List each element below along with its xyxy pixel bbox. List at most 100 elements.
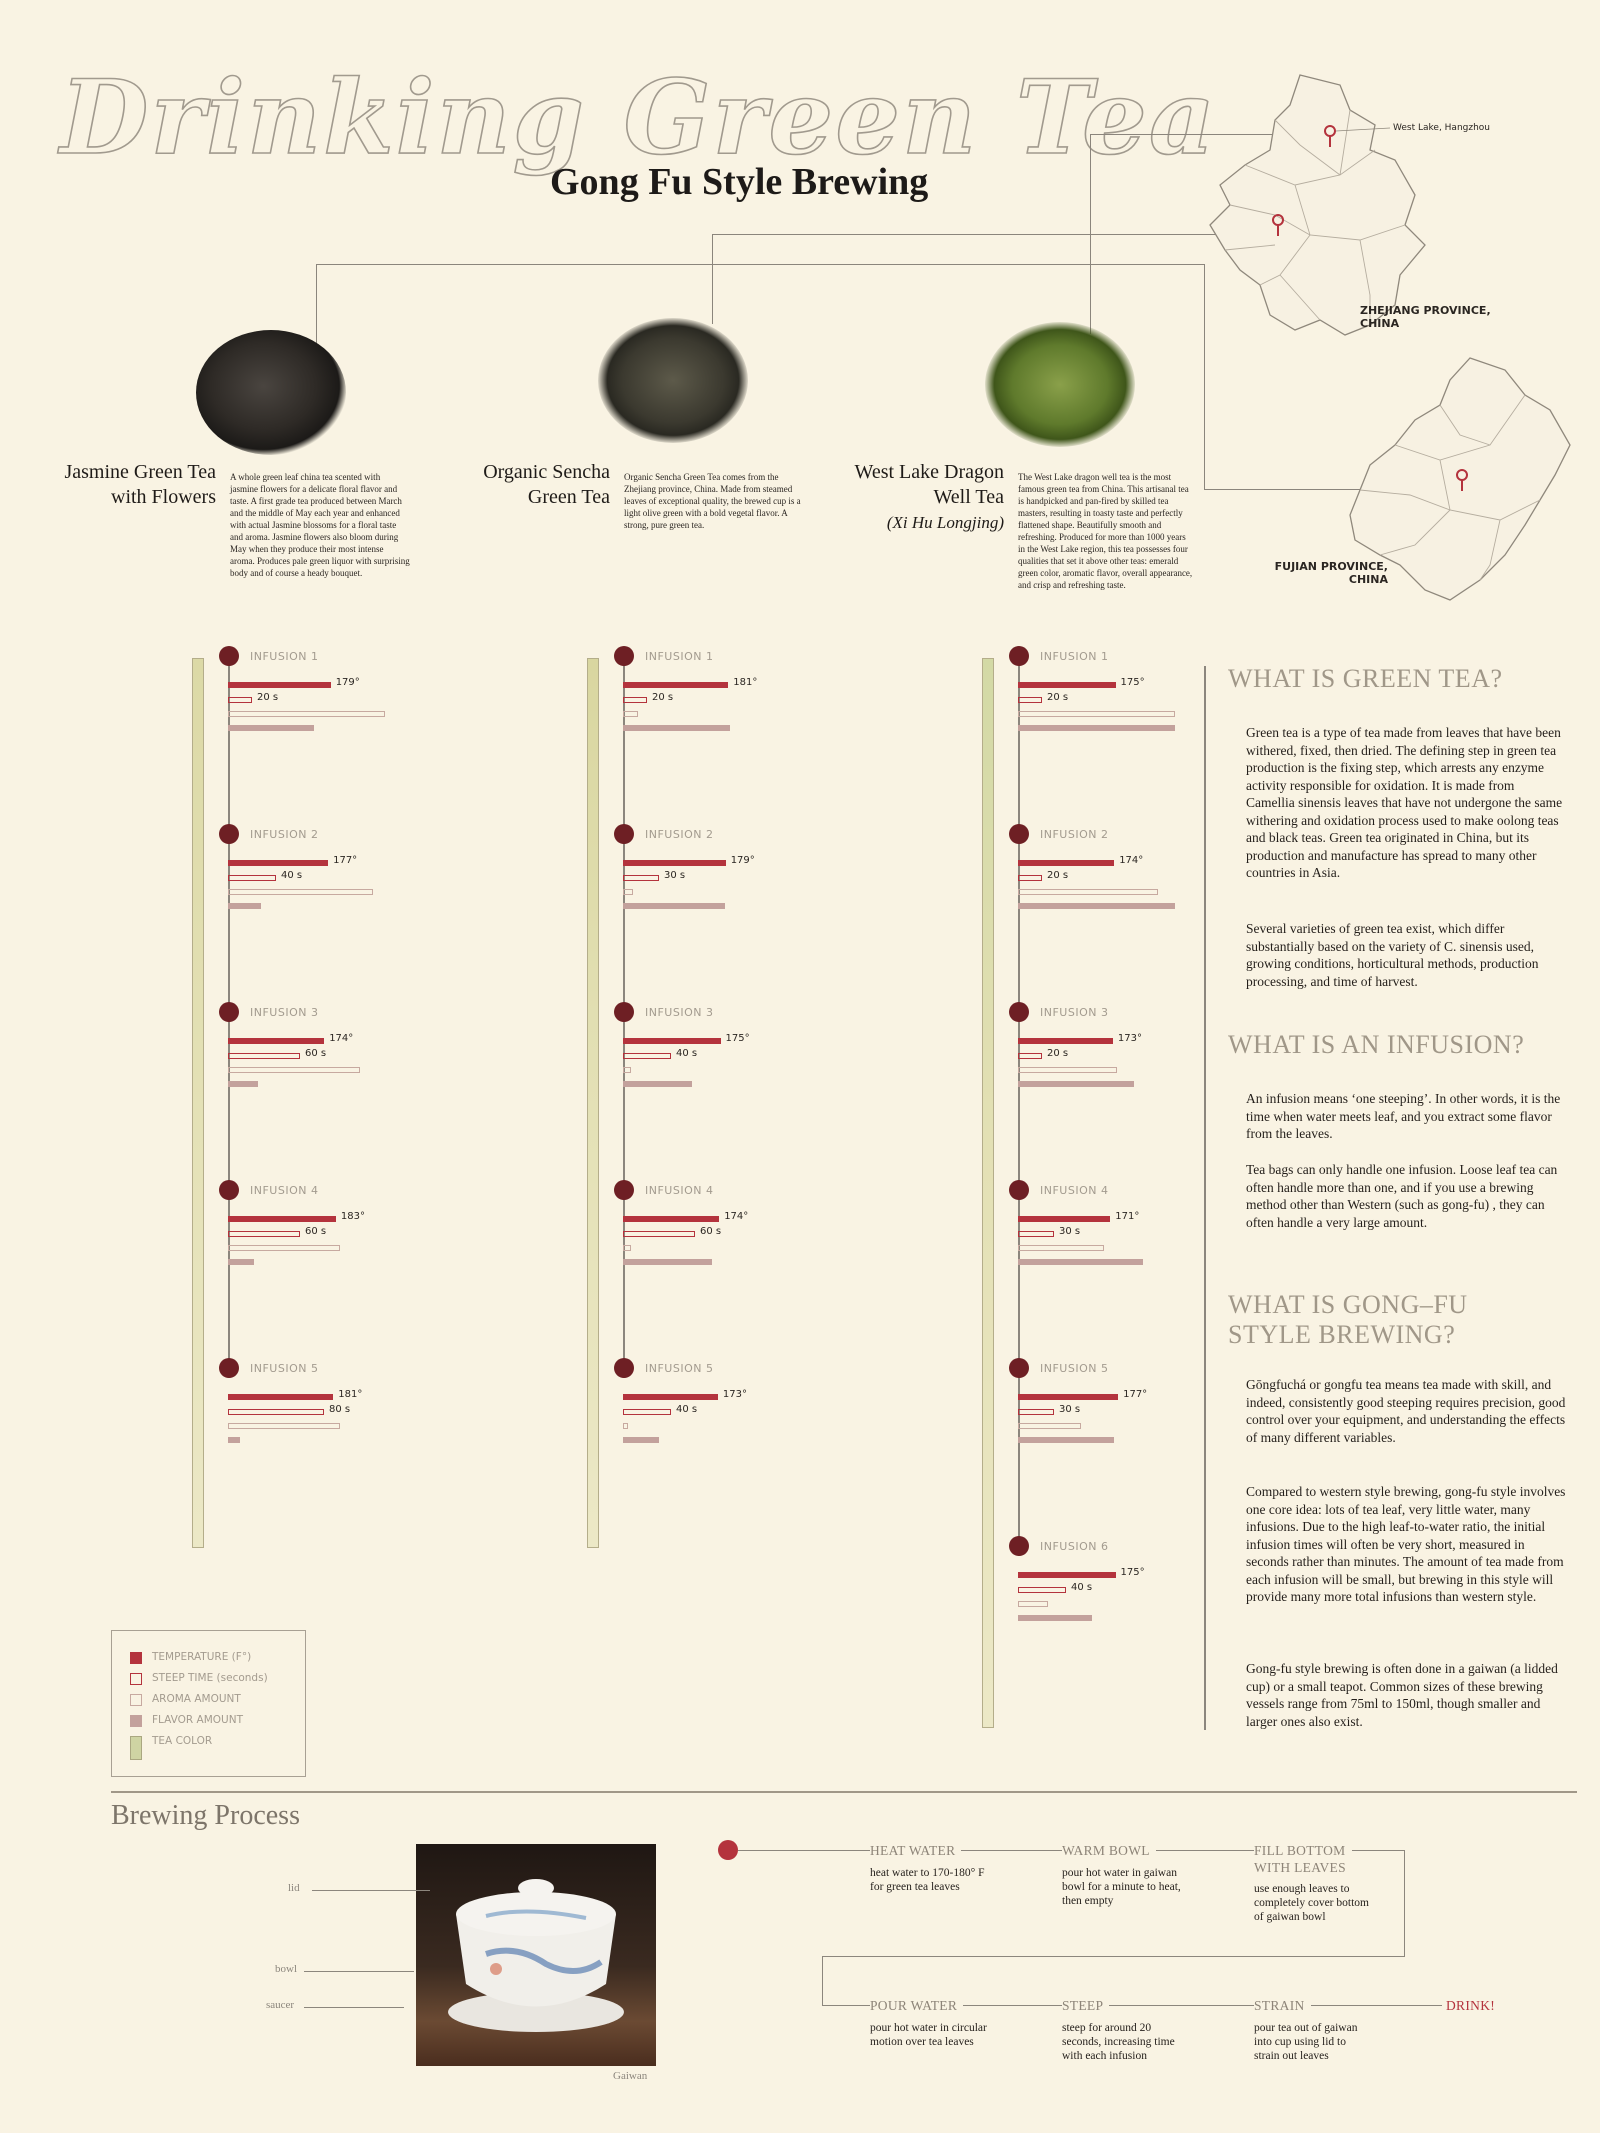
temperature-value: 174° [329,1033,354,1044]
infusion-dot [219,646,239,666]
aroma-bar [1018,1423,1081,1429]
tea-description-dragon-well: The West Lake dragon well tea is the mos… [1018,472,1193,590]
temperature-bar [1018,682,1116,688]
steep-time-value: 30 s [1059,1404,1081,1415]
step-title-strain: STRAIN [1254,1997,1311,2014]
flavor-bar [228,1081,258,1087]
flavor-bar [623,1081,693,1087]
tea-name-alt: (Xi Hu Longjing) [886,513,1004,532]
heading-line: STYLE BREWING? [1228,1320,1456,1349]
temperature-bar [1018,1216,1111,1222]
temperature-value: 177° [1123,1389,1148,1400]
gaiwan-label-saucer: saucer [266,1999,295,2011]
temperature-bar [228,860,329,866]
steep-time-value: 40 s [1071,1582,1093,1593]
paragraph: An infusion means ‘one steeping’. In oth… [1246,1091,1561,1141]
legend-swatch [130,1673,142,1685]
gaiwan-label-lid: lid [288,1882,300,1894]
connector-line [712,234,713,324]
infusion-label: INFUSION 2 [250,828,319,841]
step-title-heat-water: HEAT WATER [870,1842,962,1859]
aroma-bar [623,1067,632,1073]
temperature-value: 181° [733,677,758,688]
legend-swatch [130,1694,142,1706]
heading-line: WHAT IS GONG–FU [1228,1290,1468,1319]
steep-time-bar [1018,1053,1042,1059]
infusion-dot [1009,824,1029,844]
infusion-dot [1009,1180,1029,1200]
temperature-bar [623,1394,718,1400]
flavor-bar [623,1437,660,1443]
steep-time-bar [623,1053,671,1059]
steep-time-value: 40 s [281,870,303,881]
infusion-label: INFUSION 2 [645,828,714,841]
legend-label: STEEP TIME (seconds) [152,1672,268,1684]
zhejiang-map [1209,74,1426,336]
infusion-label: INFUSION 4 [645,1184,714,1197]
legend-swatch [130,1715,142,1727]
tea-color-bar [982,658,994,1728]
steep-time-value: 20 s [652,692,674,703]
steep-time-value: 20 s [1047,692,1069,703]
process-flow-line [822,2005,1442,2006]
steep-time-bar [1018,1231,1054,1237]
step-title-warm-bowl: WARM BOWL [1062,1842,1156,1859]
tea-name-line: Well Tea [933,486,1004,508]
paragraph: Compared to western style brewing, gong-… [1246,1484,1566,1604]
tea-name-line: Green Tea [527,486,610,508]
aroma-bar [228,1423,341,1429]
connector-line [712,234,1277,235]
sencha-tea-leaves-image [598,318,748,443]
temperature-value: 183° [340,1211,365,1222]
heading-what-is-gong-fu: WHAT IS GONG–FU STYLE BREWING? [1228,1290,1468,1350]
infusion-label: INFUSION 3 [645,1006,714,1019]
aroma-bar [1018,1245,1104,1251]
flavor-bar [1018,1259,1144,1265]
infusion-dot [614,1002,634,1022]
infusion-dot [219,1358,239,1378]
legend-label: TEA COLOR [152,1735,213,1747]
step-drink: DRINK! [1442,1997,1496,2014]
steep-time-value: 20 s [1047,1048,1069,1059]
tea-color-bar [587,658,599,1548]
gaiwan-label-bowl: bowl [275,1963,297,1975]
tea-name-dragon-well: West Lake Dragon Well Tea (Xi Hu Longjin… [800,460,1004,535]
paragraph: Gōngfuchá or gongfu tea means tea made w… [1246,1377,1566,1445]
temperature-value: 175° [1120,1567,1145,1578]
temperature-bar [623,1216,720,1222]
aroma-bar [1018,1067,1117,1073]
temperature-value: 177° [333,855,358,866]
infusion-label: INFUSION 1 [250,650,319,663]
infusion-label: INFUSION 3 [250,1006,319,1019]
temperature-value: 179° [730,855,755,866]
steep-time-bar [1018,1587,1066,1593]
temperature-bar [1018,1038,1113,1044]
steep-time-bar [1018,697,1042,703]
temperature-value: 175° [725,1033,750,1044]
paragraph: Green tea is a type of tea made from lea… [1246,725,1563,880]
step-title-fill-bottom: FILL BOTTOM WITH LEAVES [1254,1842,1352,1876]
infusion-label: INFUSION 2 [1040,828,1109,841]
tea-name-line: with Flowers [111,486,216,508]
temperature-value: 173° [722,1389,747,1400]
flavor-bar [623,725,731,731]
infusion-dot [614,1180,634,1200]
map-label-line: ZHEJIANG PROVINCE, [1360,304,1491,317]
aroma-bar [623,1245,632,1251]
steep-time-value: 40 s [676,1404,698,1415]
infusion-dot [219,1002,239,1022]
legend-label: FLAVOR AMOUNT [152,1714,243,1726]
tea-name-line: Organic Sencha [483,461,610,483]
steep-time-bar [228,1409,324,1415]
steep-time-value: 20 s [1047,870,1069,881]
steep-time-bar [228,1053,300,1059]
section-divider [111,1791,1577,1793]
infusion-dot [1009,1002,1029,1022]
tea-description-jasmine: A whole green leaf china tea scented wit… [230,472,410,578]
step-desc-warm-bowl: pour hot water in gaiwan bowl for a minu… [1062,1867,1181,1907]
infusion-label: INFUSION 5 [645,1362,714,1375]
temperature-value: 171° [1115,1211,1140,1222]
step-desc-strain: pour tea out of gaiwan into cup using li… [1254,2022,1358,2062]
step-desc-fill-bottom: use enough leaves to completely cover bo… [1254,1883,1369,1923]
temperature-value: 179° [335,677,360,688]
